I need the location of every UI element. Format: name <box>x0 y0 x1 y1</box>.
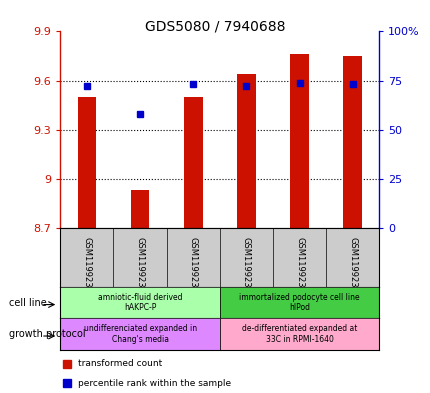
FancyBboxPatch shape <box>60 287 219 318</box>
Text: amniotic-fluid derived
hAKPC-P: amniotic-fluid derived hAKPC-P <box>98 293 182 312</box>
FancyBboxPatch shape <box>219 287 378 318</box>
Bar <box>130 190 149 228</box>
Text: cell line: cell line <box>9 298 46 308</box>
Bar <box>184 97 202 228</box>
Text: GSM1199233: GSM1199233 <box>188 237 197 293</box>
Text: de-differentiated expanded at
33C in RPMI-1640: de-differentiated expanded at 33C in RPM… <box>241 324 356 344</box>
Text: GDS5080 / 7940688: GDS5080 / 7940688 <box>145 20 285 34</box>
Bar <box>289 54 308 228</box>
FancyBboxPatch shape <box>60 318 219 350</box>
Text: GSM1199232: GSM1199232 <box>135 237 144 293</box>
Text: undifferenciated expanded in
Chang's media: undifferenciated expanded in Chang's med… <box>83 324 196 344</box>
Text: growth protocol: growth protocol <box>9 329 85 339</box>
Text: GSM1199239: GSM1199239 <box>347 237 356 293</box>
FancyBboxPatch shape <box>219 318 378 350</box>
Text: GSM1199237: GSM1199237 <box>241 237 250 293</box>
Text: transformed count: transformed count <box>77 359 161 368</box>
Bar <box>77 97 96 228</box>
Bar <box>343 56 361 228</box>
Text: GSM1199238: GSM1199238 <box>295 237 303 293</box>
Text: immortalized podocyte cell line
hIPod: immortalized podocyte cell line hIPod <box>239 293 359 312</box>
Text: GSM1199231: GSM1199231 <box>82 237 91 293</box>
Bar <box>237 74 255 228</box>
Text: percentile rank within the sample: percentile rank within the sample <box>77 379 230 387</box>
